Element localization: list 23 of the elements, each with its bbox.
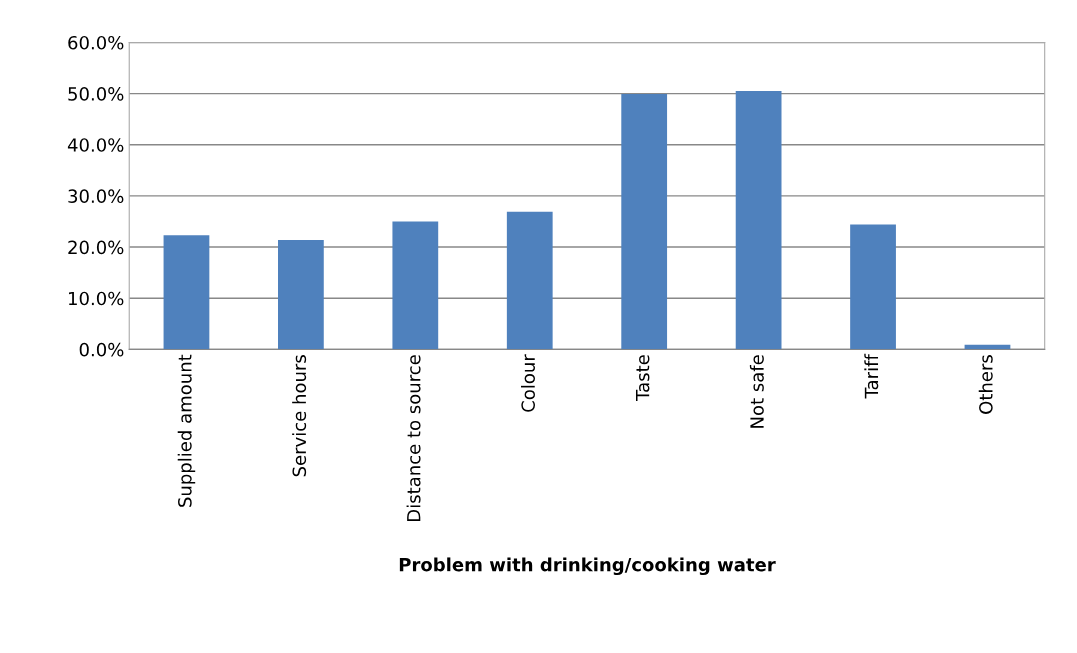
bar (621, 94, 668, 350)
bar (278, 239, 324, 350)
x-tick-label: Tariff (864, 353, 879, 399)
x-tick-label: Others (978, 355, 993, 414)
y-tick-label: 30.0% (68, 189, 124, 204)
x-tick-label: Colour (521, 354, 535, 412)
y-tick-label: 60.0% (68, 35, 124, 50)
x-axis-title: Problem with drinking/cooking water (399, 557, 776, 576)
y-tick-label: 20.0% (68, 240, 124, 255)
x-tick-label: Distance to source (406, 355, 421, 521)
y-tick-label: 50.0% (68, 87, 124, 101)
y-tick-label: 0.0% (79, 342, 124, 357)
x-tick-label: Taste (636, 355, 650, 401)
y-tick-label: 40.0% (67, 138, 124, 152)
x-tick-label: Not safe (749, 355, 764, 428)
y-tick-label: 10.0% (69, 291, 124, 306)
bar (850, 224, 896, 350)
x-tick-label: Service hours (292, 355, 307, 477)
x-tick-label: Supplied amount (177, 354, 196, 507)
bar (392, 221, 439, 350)
bar (735, 91, 782, 350)
bar (506, 211, 553, 350)
bar (163, 235, 210, 350)
